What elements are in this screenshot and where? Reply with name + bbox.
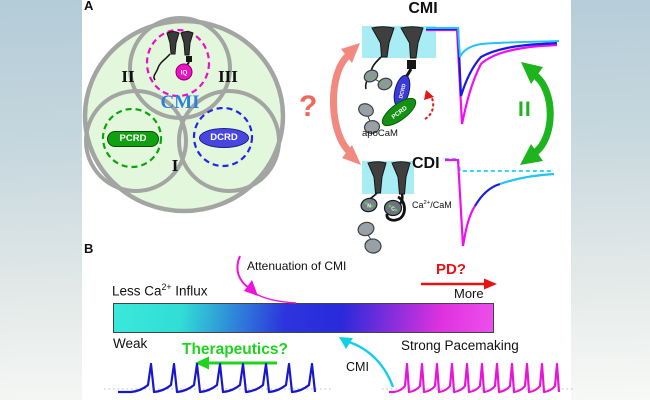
iq-badge-label: IQ xyxy=(181,70,188,77)
venn-diagram: IQ xyxy=(82,16,286,214)
influx-suffix: Influx xyxy=(171,283,208,299)
cdi-current-traces xyxy=(445,158,555,247)
dcrd-dashed-circle xyxy=(192,106,254,168)
dcrd-oval: DCRD xyxy=(199,128,249,148)
influx-prefix: Less Ca xyxy=(112,283,162,299)
less-influx-label: Less Ca2+ Influx xyxy=(112,282,208,299)
therapeutics-arrow xyxy=(195,356,277,370)
iq-badge xyxy=(175,63,193,81)
transition-question-mark: ? xyxy=(299,90,318,123)
pd-label: PD? xyxy=(436,261,466,278)
iq-dashed-circle xyxy=(145,28,211,98)
venn-region-ii: II xyxy=(121,67,135,86)
more-label: More xyxy=(454,286,484,301)
pcrd-module xyxy=(381,97,417,127)
panel-b-label: B xyxy=(84,241,94,256)
cam-free-pair xyxy=(357,221,382,254)
ca-cam-sup: 2+ xyxy=(423,200,431,206)
equivalence-arrow xyxy=(520,62,554,165)
venn-center-cmi: CMI xyxy=(160,92,200,113)
venn-region-iii: III xyxy=(218,67,238,86)
attenuation-label: Attenuation of CMI xyxy=(247,259,347,273)
ca-cam-label: Ca2+/CaM xyxy=(412,200,452,211)
influx-sup: 2+ xyxy=(161,282,172,292)
dcrd-module-label: DCRD xyxy=(398,83,408,99)
venn-region-i: I xyxy=(171,156,179,175)
pd-arrow xyxy=(421,278,497,290)
cdi-channel-cartoon: N C xyxy=(357,161,414,254)
weak-label: Weak xyxy=(113,336,148,351)
pacemaking-gradient-bar xyxy=(113,303,494,333)
pcrd-pill: PCRD xyxy=(107,131,159,147)
spike-trains xyxy=(104,362,573,394)
strong-pacemaking-label: Strong Pacemaking xyxy=(401,338,519,353)
equivalence-label: II xyxy=(518,98,532,121)
weak-pacemaking-spikes xyxy=(118,362,317,394)
strong-pacemaking-spikes xyxy=(389,362,561,394)
ca-cam-prefix: Ca xyxy=(412,200,424,210)
apocam-label: apoCaM xyxy=(362,128,398,139)
cmi-current-traces xyxy=(426,27,560,125)
state-transition-arrow xyxy=(330,43,361,165)
apocam-free-pair xyxy=(358,103,381,134)
cdi-state-title: CDI xyxy=(412,155,440,172)
cmi-channel-cartoon: DCRD PCRD xyxy=(358,26,436,134)
channel-icon-small: IQ xyxy=(153,31,194,81)
cam-c-lobe-label: C xyxy=(391,207,395,213)
attenuation-arrow xyxy=(236,255,297,304)
panel-a-label: A xyxy=(84,0,94,13)
cam-n-lobe-label: N xyxy=(367,204,371,210)
therapeutics-label: Therapeutics? xyxy=(182,341,288,358)
cmi-pointer-arrow xyxy=(339,337,395,388)
crd-interaction-arrow xyxy=(424,90,435,120)
pcrd-dashed-circle xyxy=(101,107,163,169)
cmi-state-title: CMI xyxy=(408,0,438,17)
cmi-b-label: CMI xyxy=(346,360,369,374)
apocam-bound-pair xyxy=(363,69,393,91)
ca-cam-suffix: /CaM xyxy=(430,200,452,210)
